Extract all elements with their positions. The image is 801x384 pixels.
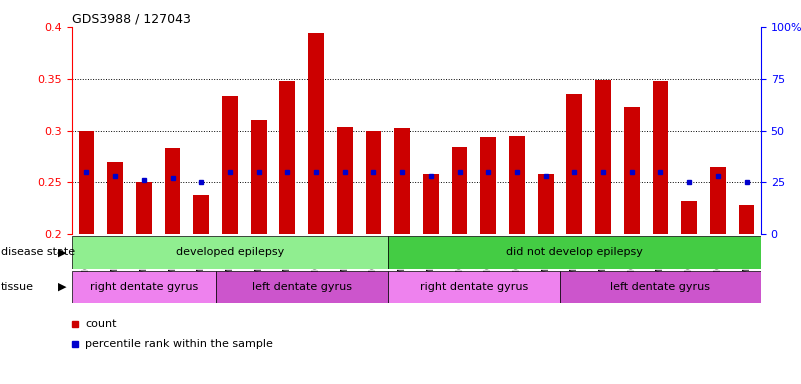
Bar	[388, 271, 560, 303]
Text: right dentate gyrus: right dentate gyrus	[90, 282, 198, 292]
Bar	[560, 271, 761, 303]
Text: left dentate gyrus: left dentate gyrus	[252, 282, 352, 292]
Bar	[624, 107, 640, 234]
Bar	[215, 271, 388, 303]
Bar	[251, 120, 267, 234]
Bar	[280, 81, 296, 234]
Bar	[452, 147, 468, 234]
Bar	[308, 33, 324, 234]
Bar	[394, 129, 410, 234]
Bar	[566, 94, 582, 234]
Text: did not develop epilepsy: did not develop epilepsy	[506, 247, 643, 258]
Bar	[136, 182, 151, 234]
Bar	[165, 148, 180, 234]
Bar	[222, 96, 238, 234]
Bar	[72, 271, 215, 303]
Bar	[595, 80, 611, 234]
Bar	[193, 195, 209, 234]
Bar	[682, 201, 697, 234]
Text: ▶: ▶	[58, 282, 66, 292]
Text: left dentate gyrus: left dentate gyrus	[610, 282, 710, 292]
Text: right dentate gyrus: right dentate gyrus	[420, 282, 528, 292]
Text: ▶: ▶	[58, 247, 66, 258]
Bar	[78, 131, 95, 234]
Bar	[107, 162, 123, 234]
Bar	[710, 167, 726, 234]
Bar	[537, 174, 553, 234]
Bar	[739, 205, 755, 234]
Bar	[72, 236, 388, 269]
Text: percentile rank within the sample: percentile rank within the sample	[85, 339, 273, 349]
Bar	[481, 137, 496, 234]
Text: disease state: disease state	[1, 247, 75, 258]
Bar	[337, 127, 352, 234]
Bar	[365, 131, 381, 234]
Bar	[653, 81, 668, 234]
Text: tissue: tissue	[1, 282, 34, 292]
Bar	[423, 174, 439, 234]
Bar	[388, 236, 761, 269]
Text: developed epilepsy: developed epilepsy	[176, 247, 284, 258]
Bar	[509, 136, 525, 234]
Text: GDS3988 / 127043: GDS3988 / 127043	[72, 13, 191, 26]
Text: count: count	[85, 319, 116, 329]
